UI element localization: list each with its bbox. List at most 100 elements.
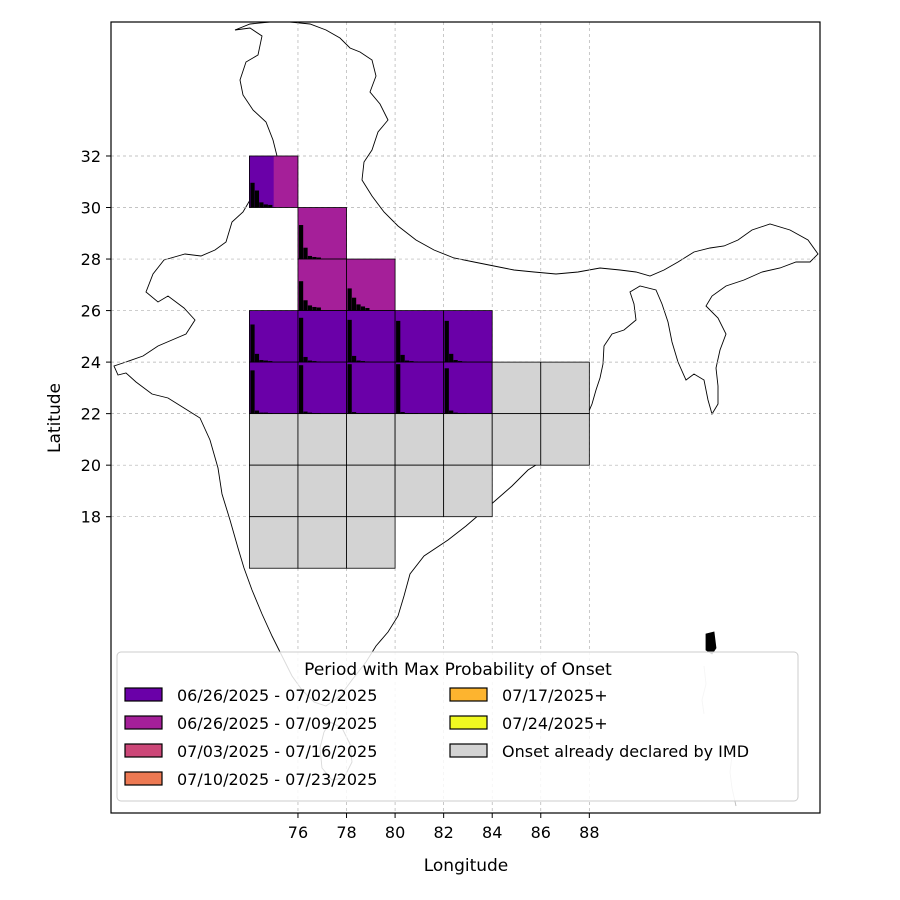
y-tick-label: 20 bbox=[81, 456, 101, 475]
legend-entry: 07/24/2025+ bbox=[449, 714, 608, 733]
india-outline bbox=[113, 22, 819, 707]
grid-cell bbox=[297, 361, 347, 415]
probability-bar bbox=[303, 247, 308, 260]
cell-fill bbox=[346, 310, 396, 363]
x-tick-label: 84 bbox=[482, 823, 502, 842]
y-tick-label: 30 bbox=[81, 199, 101, 218]
cell-fill bbox=[249, 413, 299, 466]
grid-cell bbox=[443, 361, 493, 415]
probability-bar bbox=[457, 361, 463, 363]
legend-label: 06/26/2025 - 07/09/2025 bbox=[177, 714, 377, 733]
cell-fill bbox=[346, 361, 396, 415]
y-tick-label: 18 bbox=[81, 508, 101, 527]
probability-bar bbox=[449, 410, 454, 414]
x-tick-label: 82 bbox=[433, 823, 453, 842]
grid-cell bbox=[249, 310, 299, 363]
probability-bar bbox=[263, 412, 268, 414]
probability-bar bbox=[307, 305, 313, 311]
grid-cell bbox=[249, 464, 299, 518]
legend-entry: 06/26/2025 - 07/02/2025 bbox=[124, 686, 377, 705]
probability-bar bbox=[347, 319, 352, 363]
grid-cell bbox=[249, 361, 299, 415]
grid-cell bbox=[297, 464, 347, 518]
probability-bar bbox=[312, 361, 317, 363]
probability-bar bbox=[396, 320, 401, 363]
cell-fill bbox=[346, 516, 396, 569]
probability-bar bbox=[307, 360, 313, 363]
probability-bar bbox=[303, 300, 308, 311]
probability-bar bbox=[298, 317, 304, 363]
grid-cell bbox=[394, 413, 445, 466]
grid-cell bbox=[346, 413, 396, 466]
probability-bar bbox=[259, 202, 264, 208]
legend: Period with Max Probability of Onset 06/… bbox=[116, 651, 799, 802]
grid-cell bbox=[346, 258, 396, 311]
plot-frame bbox=[110, 21, 821, 814]
grid-cell bbox=[249, 413, 299, 466]
probability-bar bbox=[259, 412, 264, 414]
legend-label: 06/26/2025 - 07/02/2025 bbox=[177, 686, 377, 705]
cell-fill bbox=[394, 464, 445, 518]
legend-swatch bbox=[449, 687, 488, 702]
grid-cell bbox=[249, 155, 299, 208]
probability-bar bbox=[356, 360, 361, 363]
grid-cell bbox=[540, 361, 590, 415]
probability-bar bbox=[365, 307, 370, 311]
cell-fill bbox=[540, 361, 590, 415]
grid-cell bbox=[394, 361, 445, 415]
legend-title: Period with Max Probability of Onset bbox=[304, 660, 612, 680]
grid-cell bbox=[297, 258, 347, 311]
legend-swatch bbox=[124, 715, 163, 730]
probability-bar bbox=[307, 255, 313, 260]
probability-bar bbox=[360, 306, 366, 311]
probability-bar bbox=[263, 360, 268, 363]
legend-swatch bbox=[124, 687, 163, 702]
probability-bar bbox=[250, 324, 255, 363]
grid-cell bbox=[491, 413, 542, 466]
grid-cell bbox=[443, 310, 493, 363]
x-tick-label: 80 bbox=[385, 823, 405, 842]
probability-bar bbox=[396, 364, 401, 414]
probability-bar bbox=[409, 361, 414, 363]
grid-cell bbox=[297, 516, 347, 569]
legend-entry: 07/10/2025 - 07/23/2025 bbox=[124, 770, 377, 789]
y-tick-label: 26 bbox=[81, 302, 101, 321]
probability-bar bbox=[259, 360, 264, 363]
grid-cell bbox=[443, 413, 493, 466]
probability-bar bbox=[307, 412, 313, 414]
probability-bar bbox=[400, 412, 405, 414]
cell-fill bbox=[491, 361, 542, 415]
cell-fill bbox=[394, 413, 445, 466]
legend-swatch bbox=[449, 715, 488, 730]
cell-fill bbox=[249, 464, 299, 518]
cell-fill bbox=[540, 413, 590, 466]
grid-cell bbox=[346, 361, 396, 415]
legend-label: Onset already declared by IMD bbox=[502, 742, 749, 761]
legend-entry: 07/17/2025+ bbox=[449, 686, 608, 705]
cell-fill bbox=[443, 464, 493, 518]
cell-border bbox=[249, 155, 299, 208]
grid-cell bbox=[346, 310, 396, 363]
grid-cell bbox=[346, 516, 396, 569]
cell-fill bbox=[249, 516, 299, 569]
probability-bar bbox=[404, 360, 410, 363]
x-tick-label: 78 bbox=[336, 823, 356, 842]
legend-label: 07/03/2025 - 07/16/2025 bbox=[177, 742, 377, 761]
probability-bar bbox=[303, 356, 308, 363]
cell-fill bbox=[297, 413, 347, 466]
cell-fill bbox=[394, 361, 445, 415]
probability-bar bbox=[303, 411, 308, 414]
probability-bar bbox=[250, 370, 255, 414]
probability-bar bbox=[298, 281, 304, 311]
probability-bar bbox=[263, 204, 268, 208]
cell-fill bbox=[249, 361, 299, 415]
legend-label: 07/24/2025+ bbox=[502, 714, 608, 733]
cell-fill bbox=[297, 361, 347, 415]
x-tick-label: 76 bbox=[288, 823, 308, 842]
probability-bar bbox=[453, 360, 458, 363]
probability-bar bbox=[351, 297, 357, 311]
legend-label: 07/17/2025+ bbox=[502, 686, 608, 705]
y-tick-label: 28 bbox=[81, 250, 101, 269]
probability-bar bbox=[254, 190, 260, 208]
